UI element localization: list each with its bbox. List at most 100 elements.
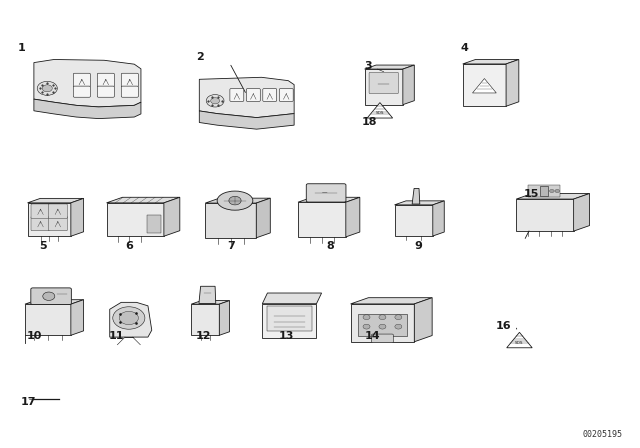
Text: 4: 4	[460, 43, 468, 53]
FancyBboxPatch shape	[463, 64, 506, 106]
Circle shape	[43, 292, 55, 301]
Circle shape	[379, 314, 386, 319]
Polygon shape	[199, 78, 294, 117]
Circle shape	[119, 311, 138, 325]
Text: 10: 10	[27, 331, 42, 341]
Polygon shape	[298, 197, 360, 202]
Bar	[268, 306, 312, 331]
Ellipse shape	[217, 191, 253, 210]
Polygon shape	[573, 194, 589, 231]
Polygon shape	[191, 301, 230, 304]
FancyBboxPatch shape	[369, 72, 398, 94]
Bar	[528, 185, 560, 198]
Polygon shape	[412, 189, 420, 204]
Polygon shape	[367, 103, 393, 118]
Polygon shape	[507, 332, 532, 348]
Text: 17: 17	[20, 397, 36, 407]
FancyBboxPatch shape	[191, 304, 220, 335]
FancyBboxPatch shape	[365, 69, 403, 105]
Text: 5: 5	[40, 241, 47, 251]
FancyBboxPatch shape	[279, 89, 293, 101]
Polygon shape	[71, 300, 84, 335]
Polygon shape	[25, 300, 84, 304]
Text: SOS: SOS	[515, 341, 524, 345]
FancyBboxPatch shape	[74, 73, 90, 87]
Polygon shape	[516, 194, 589, 199]
Polygon shape	[164, 197, 180, 236]
Text: 12: 12	[196, 331, 211, 341]
FancyBboxPatch shape	[230, 89, 244, 101]
Circle shape	[42, 85, 52, 92]
Polygon shape	[472, 78, 496, 93]
Text: 3: 3	[365, 61, 372, 71]
Circle shape	[395, 324, 402, 329]
Bar	[147, 215, 161, 233]
FancyBboxPatch shape	[121, 86, 138, 97]
Text: 1: 1	[17, 43, 25, 53]
Polygon shape	[506, 60, 519, 106]
FancyBboxPatch shape	[31, 204, 50, 219]
FancyBboxPatch shape	[74, 86, 90, 97]
FancyBboxPatch shape	[205, 203, 256, 238]
Text: 11: 11	[108, 331, 124, 341]
Polygon shape	[28, 198, 84, 203]
Polygon shape	[199, 111, 294, 129]
FancyBboxPatch shape	[516, 199, 573, 231]
Text: 14: 14	[365, 331, 380, 341]
FancyBboxPatch shape	[97, 86, 115, 97]
Text: 15: 15	[524, 189, 540, 199]
Circle shape	[379, 324, 386, 329]
Polygon shape	[463, 60, 519, 64]
FancyBboxPatch shape	[106, 203, 164, 236]
Polygon shape	[394, 201, 444, 205]
Polygon shape	[34, 60, 141, 107]
Text: —: —	[322, 190, 328, 195]
Text: SOS: SOS	[376, 112, 384, 116]
Polygon shape	[433, 201, 444, 236]
Circle shape	[555, 190, 559, 193]
Polygon shape	[205, 198, 270, 203]
Text: 13: 13	[278, 331, 294, 341]
FancyBboxPatch shape	[307, 184, 346, 202]
FancyBboxPatch shape	[298, 202, 346, 237]
Polygon shape	[71, 198, 84, 236]
Circle shape	[395, 314, 402, 319]
Circle shape	[211, 98, 220, 104]
Polygon shape	[220, 301, 230, 335]
Polygon shape	[262, 293, 321, 304]
Polygon shape	[414, 297, 432, 342]
Polygon shape	[365, 65, 414, 69]
Circle shape	[113, 307, 145, 329]
FancyBboxPatch shape	[31, 216, 50, 231]
Polygon shape	[351, 297, 432, 304]
Text: 00205195: 00205195	[582, 430, 623, 439]
FancyBboxPatch shape	[25, 304, 71, 335]
Text: 8: 8	[326, 241, 334, 251]
Circle shape	[206, 95, 224, 107]
Polygon shape	[106, 197, 180, 203]
Circle shape	[363, 324, 370, 329]
FancyBboxPatch shape	[28, 203, 71, 236]
FancyBboxPatch shape	[49, 204, 67, 219]
Circle shape	[550, 190, 554, 193]
Bar	[540, 186, 548, 196]
Text: 7: 7	[228, 241, 236, 251]
Text: 6: 6	[125, 241, 134, 251]
FancyBboxPatch shape	[394, 205, 433, 236]
Polygon shape	[199, 286, 216, 303]
Circle shape	[363, 314, 370, 319]
FancyBboxPatch shape	[372, 334, 394, 343]
FancyBboxPatch shape	[263, 89, 276, 101]
Circle shape	[37, 81, 58, 95]
FancyBboxPatch shape	[246, 89, 260, 101]
FancyBboxPatch shape	[49, 216, 67, 231]
Bar	[358, 314, 406, 336]
FancyBboxPatch shape	[351, 304, 414, 342]
Text: 18: 18	[362, 116, 377, 127]
Text: 2: 2	[196, 52, 204, 62]
FancyBboxPatch shape	[121, 73, 138, 87]
Polygon shape	[346, 197, 360, 237]
Polygon shape	[403, 65, 414, 105]
FancyBboxPatch shape	[31, 288, 71, 305]
Polygon shape	[34, 99, 141, 119]
